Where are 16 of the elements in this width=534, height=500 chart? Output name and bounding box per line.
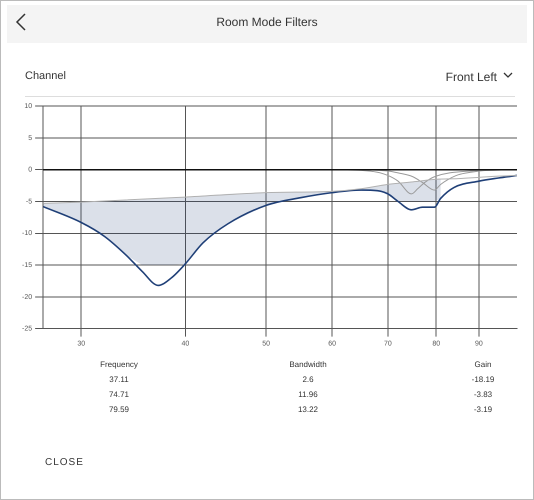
text: 2.6 [302, 375, 314, 384]
text: 37.11 [109, 375, 129, 384]
text: Gain [474, 360, 492, 369]
text: 79.59 [108, 405, 130, 414]
text: Bandwidth [289, 360, 327, 369]
text: Channel [25, 70, 66, 82]
text: 11.96 [298, 390, 318, 399]
text: Front Left [446, 70, 497, 84]
text: CLOSE [45, 457, 84, 468]
text: -18.19 [472, 375, 494, 384]
text: Frequency [100, 360, 138, 369]
text: 74.71 [108, 390, 130, 399]
text: -3.83 [474, 390, 492, 399]
text: -3.19 [474, 405, 492, 414]
chart-title: Room Mode Filters [215, 15, 319, 29]
text: 13.22 [298, 405, 318, 414]
